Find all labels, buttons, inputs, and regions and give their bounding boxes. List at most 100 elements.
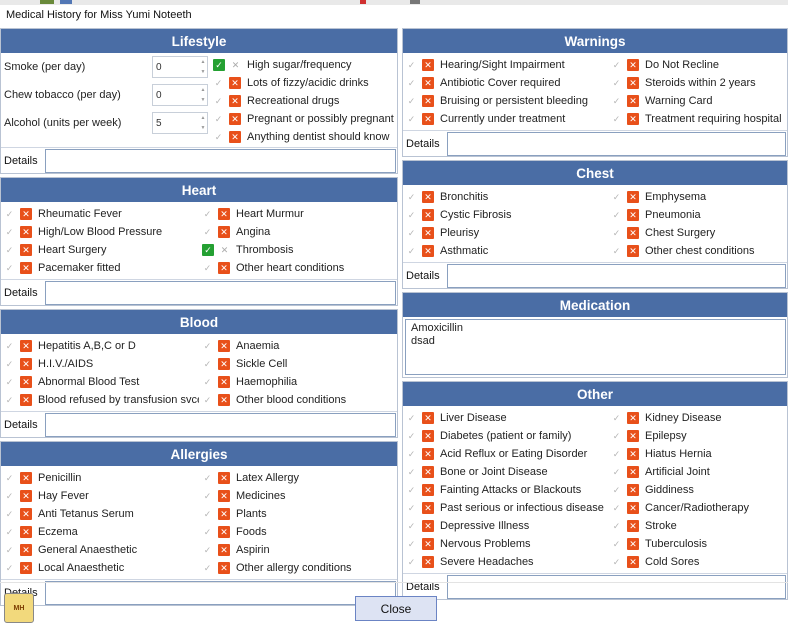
cross-selected-icon[interactable]: ✕ — [20, 490, 32, 502]
checkmark-icon[interactable]: ✓ — [612, 412, 621, 423]
cross-selected-icon[interactable]: ✕ — [218, 208, 230, 220]
checkmark-selected-icon[interactable]: ✓ — [202, 244, 214, 256]
cross-selected-icon[interactable]: ✕ — [20, 562, 32, 574]
checkmark-icon[interactable]: ✓ — [203, 226, 212, 237]
close-button[interactable]: Close — [355, 596, 437, 621]
cross-selected-icon[interactable]: ✕ — [218, 340, 230, 352]
cross-selected-icon[interactable]: ✕ — [627, 484, 639, 496]
cross-selected-icon[interactable]: ✕ — [20, 394, 32, 406]
checkmark-icon[interactable]: ✓ — [612, 556, 621, 567]
cross-selected-icon[interactable]: ✕ — [229, 113, 241, 125]
cross-selected-icon[interactable]: ✕ — [422, 412, 434, 424]
cross-selected-icon[interactable]: ✕ — [627, 448, 639, 460]
cross-selected-icon[interactable]: ✕ — [20, 508, 32, 520]
cross-selected-icon[interactable]: ✕ — [218, 544, 230, 556]
checkmark-icon[interactable]: ✓ — [214, 131, 223, 142]
checkmark-icon[interactable]: ✓ — [5, 490, 14, 501]
cross-selected-icon[interactable]: ✕ — [627, 520, 639, 532]
checkmark-icon[interactable]: ✓ — [612, 191, 621, 202]
checkmark-icon[interactable]: ✓ — [5, 508, 14, 519]
cross-selected-icon[interactable]: ✕ — [218, 562, 230, 574]
checkmark-icon[interactable]: ✓ — [5, 562, 14, 573]
checkmark-icon[interactable]: ✓ — [612, 245, 621, 256]
cross-selected-icon[interactable]: ✕ — [422, 191, 434, 203]
checkmark-icon[interactable]: ✓ — [407, 95, 416, 106]
cross-selected-icon[interactable]: ✕ — [229, 131, 241, 143]
alcohol-spinner[interactable]: 5 ▲ ▼ — [152, 112, 208, 134]
chew-tobacco-spinner[interactable]: 0 ▲ ▼ — [152, 84, 208, 106]
cross-selected-icon[interactable]: ✕ — [218, 376, 230, 388]
cross-selected-icon[interactable]: ✕ — [422, 430, 434, 442]
checkmark-icon[interactable]: ✓ — [407, 502, 416, 513]
cross-selected-icon[interactable]: ✕ — [422, 77, 434, 89]
spinner-arrows-icon[interactable]: ▲ ▼ — [200, 115, 206, 131]
cross-selected-icon[interactable]: ✕ — [20, 340, 32, 352]
checkmark-selected-icon[interactable]: ✓ — [213, 59, 225, 71]
checkmark-icon[interactable]: ✓ — [407, 245, 416, 256]
cross-selected-icon[interactable]: ✕ — [627, 245, 639, 257]
cross-selected-icon[interactable]: ✕ — [627, 556, 639, 568]
cross-selected-icon[interactable]: ✕ — [627, 77, 639, 89]
cross-selected-icon[interactable]: ✕ — [627, 412, 639, 424]
checkmark-icon[interactable]: ✓ — [203, 490, 212, 501]
checkmark-icon[interactable]: ✓ — [407, 77, 416, 88]
checkmark-icon[interactable]: ✓ — [203, 262, 212, 273]
checkmark-icon[interactable]: ✓ — [203, 394, 212, 405]
cross-selected-icon[interactable]: ✕ — [20, 358, 32, 370]
cross-selected-icon[interactable]: ✕ — [422, 556, 434, 568]
cross-selected-icon[interactable]: ✕ — [218, 226, 230, 238]
cross-selected-icon[interactable]: ✕ — [218, 262, 230, 274]
checkmark-icon[interactable]: ✓ — [5, 208, 14, 219]
checkmark-icon[interactable]: ✓ — [214, 95, 223, 106]
cross-selected-icon[interactable]: ✕ — [422, 520, 434, 532]
checkmark-icon[interactable]: ✓ — [203, 508, 212, 519]
cross-selected-icon[interactable]: ✕ — [218, 358, 230, 370]
checkmark-icon[interactable]: ✓ — [407, 538, 416, 549]
cross-selected-icon[interactable]: ✕ — [422, 245, 434, 257]
cross-selected-icon[interactable]: ✕ — [20, 544, 32, 556]
checkmark-icon[interactable]: ✓ — [203, 376, 212, 387]
cross-icon[interactable]: ✕ — [231, 59, 240, 70]
heart-details-input[interactable] — [45, 280, 396, 305]
checkmark-icon[interactable]: ✓ — [407, 227, 416, 238]
checkmark-icon[interactable]: ✓ — [203, 562, 212, 573]
checkmark-icon[interactable]: ✓ — [203, 472, 212, 483]
checkmark-icon[interactable]: ✓ — [612, 502, 621, 513]
checkmark-icon[interactable]: ✓ — [5, 358, 14, 369]
cross-selected-icon[interactable]: ✕ — [218, 394, 230, 406]
checkmark-icon[interactable]: ✓ — [612, 77, 621, 88]
cross-selected-icon[interactable]: ✕ — [229, 95, 241, 107]
checkmark-icon[interactable]: ✓ — [612, 466, 621, 477]
checkmark-icon[interactable]: ✓ — [5, 526, 14, 537]
cross-selected-icon[interactable]: ✕ — [422, 484, 434, 496]
cross-selected-icon[interactable]: ✕ — [20, 244, 32, 256]
checkmark-icon[interactable]: ✓ — [407, 484, 416, 495]
checkmark-icon[interactable]: ✓ — [5, 340, 14, 351]
checkmark-icon[interactable]: ✓ — [612, 484, 621, 495]
cross-selected-icon[interactable]: ✕ — [20, 526, 32, 538]
checkmark-icon[interactable]: ✓ — [203, 526, 212, 537]
cross-selected-icon[interactable]: ✕ — [422, 113, 434, 125]
warnings-details-input[interactable] — [447, 131, 786, 156]
checkmark-icon[interactable]: ✓ — [5, 544, 14, 555]
spinner-arrows-icon[interactable]: ▲ ▼ — [200, 59, 206, 75]
checkmark-icon[interactable]: ✓ — [214, 113, 223, 124]
cross-selected-icon[interactable]: ✕ — [422, 538, 434, 550]
cross-selected-icon[interactable]: ✕ — [422, 209, 434, 221]
checkmark-icon[interactable]: ✓ — [203, 208, 212, 219]
checkmark-icon[interactable]: ✓ — [214, 77, 223, 88]
cross-selected-icon[interactable]: ✕ — [229, 77, 241, 89]
cross-selected-icon[interactable]: ✕ — [422, 227, 434, 239]
medical-history-icon[interactable]: MH — [4, 593, 34, 623]
allergies-details-input[interactable] — [45, 580, 396, 605]
checkmark-icon[interactable]: ✓ — [203, 340, 212, 351]
cross-selected-icon[interactable]: ✕ — [422, 466, 434, 478]
cross-selected-icon[interactable]: ✕ — [627, 538, 639, 550]
checkmark-icon[interactable]: ✓ — [612, 59, 621, 70]
cross-selected-icon[interactable]: ✕ — [422, 448, 434, 460]
checkmark-icon[interactable]: ✓ — [5, 226, 14, 237]
checkmark-icon[interactable]: ✓ — [5, 376, 14, 387]
checkmark-icon[interactable]: ✓ — [203, 544, 212, 555]
cross-selected-icon[interactable]: ✕ — [627, 95, 639, 107]
checkmark-icon[interactable]: ✓ — [407, 113, 416, 124]
